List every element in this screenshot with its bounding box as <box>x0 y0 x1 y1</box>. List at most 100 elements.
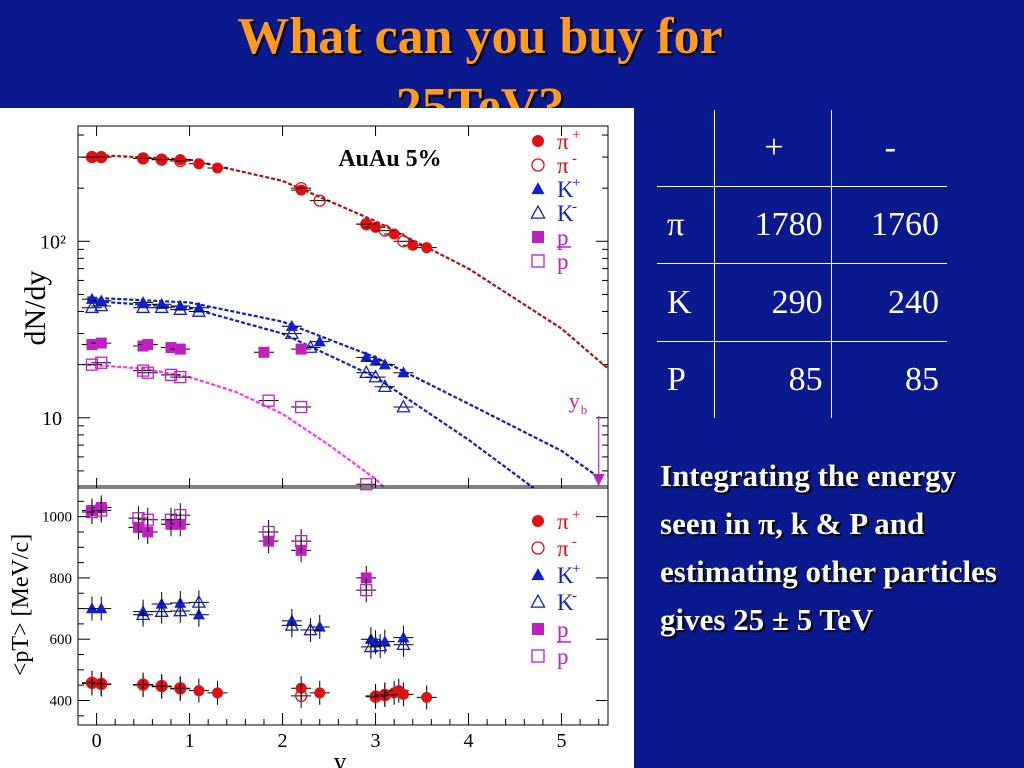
data-point <box>95 337 107 349</box>
data-point <box>84 300 100 314</box>
data-point <box>142 526 154 538</box>
data-point <box>313 194 326 207</box>
data-point <box>141 513 154 526</box>
legend-label: K <box>557 201 574 226</box>
data-point <box>155 297 168 309</box>
y-tick-label: 10² <box>40 231 66 253</box>
data-point <box>174 154 187 168</box>
data-point <box>369 690 382 703</box>
data-point <box>303 622 318 636</box>
data-point <box>314 687 326 699</box>
data-point <box>86 339 98 351</box>
data-point <box>136 364 150 377</box>
plot-frame <box>77 485 609 726</box>
data-point <box>530 593 546 608</box>
y-axis-label: <pT> [MeV/c] <box>8 534 34 676</box>
data-point <box>94 298 109 312</box>
integration-note: Integrating the energy seen in π, k & P … <box>660 458 997 637</box>
data-point <box>135 607 151 621</box>
x-tick-label: 2 <box>278 730 288 752</box>
data-point <box>85 602 98 614</box>
data-point <box>388 228 400 240</box>
y-tick-label: 1000 <box>42 510 72 526</box>
legend-label: K <box>557 563 574 588</box>
y-tick-label: 800 <box>50 571 73 587</box>
cell-minus: 240 <box>830 263 947 342</box>
legend-label: π <box>557 509 569 534</box>
data-point <box>135 300 151 314</box>
data-point <box>95 602 108 614</box>
header-minus: - <box>830 110 947 188</box>
data-point <box>191 303 207 317</box>
legend-superscript: - <box>572 588 577 604</box>
data-point <box>532 135 544 147</box>
cell-plus: 290 <box>714 263 832 342</box>
y-tick-label: 400 <box>50 693 73 709</box>
data-point <box>155 679 168 693</box>
y-tick-label: 10 <box>42 408 62 430</box>
x-tick-label: 4 <box>464 730 474 752</box>
fit-curve <box>87 363 386 489</box>
data-point <box>369 354 382 366</box>
fit-curve <box>87 296 600 479</box>
data-point <box>95 677 108 691</box>
data-point <box>397 235 410 248</box>
data-point <box>165 342 177 354</box>
data-point <box>193 158 205 170</box>
table-header-row: + - <box>657 110 947 188</box>
data-point <box>95 356 108 369</box>
data-point <box>154 603 169 617</box>
data-point <box>360 584 373 597</box>
data-point <box>360 351 373 363</box>
data-point <box>174 343 186 355</box>
legend-label: p <box>557 644 569 669</box>
y-tick-label: 600 <box>50 632 73 648</box>
row-label: K <box>657 263 716 342</box>
data-point <box>373 638 388 652</box>
data-point <box>136 678 150 691</box>
data-point <box>155 153 168 166</box>
data-point <box>164 368 178 382</box>
x-tick-label: 1 <box>185 730 195 752</box>
legend-label: p <box>557 617 569 642</box>
data-point <box>174 370 187 384</box>
data-point <box>368 369 383 383</box>
data-point <box>532 623 544 635</box>
beam-rapidity-arrow <box>592 474 605 486</box>
data-point <box>295 343 307 355</box>
legend-label: K <box>557 177 574 202</box>
data-point <box>360 218 373 231</box>
data-point <box>164 513 178 526</box>
data-point <box>530 204 546 219</box>
data-point <box>285 319 298 331</box>
data-point <box>397 688 409 700</box>
data-point <box>141 366 154 379</box>
data-point <box>174 682 187 695</box>
x-tick-label: 3 <box>371 730 381 752</box>
data-point <box>531 541 545 555</box>
data-point <box>262 525 275 539</box>
table-corner <box>657 110 716 188</box>
data-point <box>532 515 544 527</box>
data-point <box>378 224 391 237</box>
beam-rapidity-label: y <box>569 388 580 413</box>
data-point <box>85 676 99 689</box>
data-point <box>284 325 300 339</box>
plot-frame <box>77 125 609 489</box>
data-point <box>532 231 544 243</box>
data-point <box>303 339 318 353</box>
data-point <box>377 379 392 393</box>
legend-superscript: - <box>572 199 577 215</box>
data-point <box>531 254 545 268</box>
legend-superscript: - <box>572 534 577 550</box>
data-point <box>531 649 545 663</box>
table-row: P 85 85 <box>657 340 947 418</box>
table-row: K 290 240 <box>657 263 947 342</box>
data-point <box>407 239 419 251</box>
data-point <box>396 637 411 651</box>
physics-figure: 10 10² dN/dy AuAu 5% y b π + π - K + K - p p 400 600 800 1… <box>0 108 634 768</box>
data-point <box>136 152 150 165</box>
